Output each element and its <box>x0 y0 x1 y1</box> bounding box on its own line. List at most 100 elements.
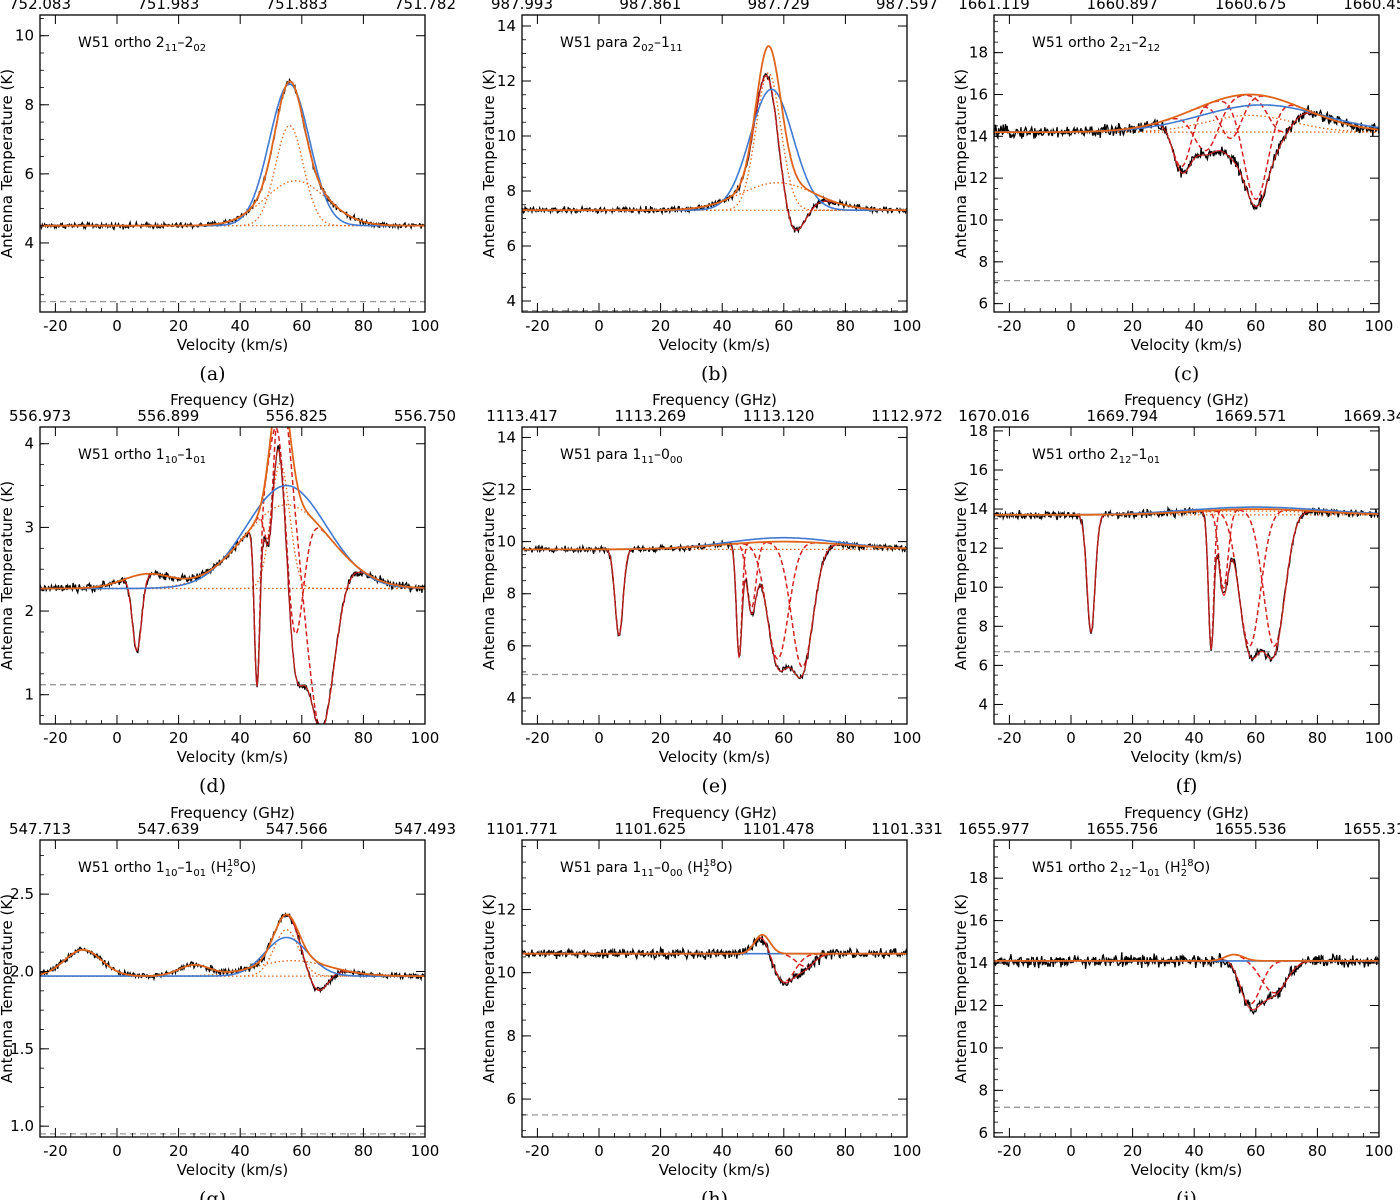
ytick-label: 8 <box>978 253 988 271</box>
ytick-label: 8 <box>24 96 34 114</box>
ytick-label: 14 <box>497 428 516 446</box>
dotted-component-b-0 <box>522 72 907 211</box>
panel-title: W51 ortho 110–101 (H218O) <box>78 858 256 879</box>
ytick-label: 12 <box>969 169 988 187</box>
xtick-label: 40 <box>713 1142 732 1160</box>
top-tick-label: 1101.478 <box>743 820 815 838</box>
xtick-label: 60 <box>1246 729 1265 747</box>
absorption-component-g-0 <box>273 914 361 991</box>
xtick-label: 0 <box>594 1142 604 1160</box>
xtick-label: 40 <box>1185 1142 1204 1160</box>
axes-frame-g <box>39 839 426 1138</box>
absorption-component-i-0 <box>1206 959 1293 1005</box>
absorption-component-d-1 <box>245 459 269 686</box>
axes-frame-f <box>993 426 1380 725</box>
ytick-label: 16 <box>969 912 988 930</box>
ytick-label: 18 <box>969 44 988 62</box>
xtick-label: 20 <box>1123 729 1142 747</box>
xtick-label: 20 <box>651 729 670 747</box>
top-tick-label: 1669.794 <box>1087 407 1159 425</box>
top-tick-label: 1101.331 <box>871 820 943 838</box>
xtick-label: 100 <box>411 729 440 747</box>
ytick-label: 14 <box>969 500 988 518</box>
emission-fit-b <box>522 45 907 212</box>
xtick-label: 100 <box>893 1142 922 1160</box>
xtick-label: 40 <box>231 1142 250 1160</box>
xtick-label: 100 <box>411 317 440 335</box>
top-tick-label: 1101.625 <box>615 820 687 838</box>
top-tick-label: 751.883 <box>266 0 328 13</box>
xtick-label: 100 <box>1365 317 1394 335</box>
panel-subcaption: (d) <box>199 775 226 797</box>
panel-title: W51 ortho 211–202 <box>78 35 206 54</box>
top-tick-label: 1660.675 <box>1215 0 1287 13</box>
blue-fit-b <box>522 88 907 212</box>
dotted-component-a-1 <box>40 180 425 227</box>
ytick-label: 10 <box>969 211 988 229</box>
top-tick-label: 1113.120 <box>743 407 815 425</box>
ytick-label: 10 <box>497 533 516 551</box>
ytick-label: 6 <box>978 295 988 313</box>
panel-title: W51 para 202–111 <box>560 35 683 54</box>
ytick-label: 6 <box>24 165 34 183</box>
xtick-label: 20 <box>169 317 188 335</box>
panel-g: -20 0 20 40 60 80 100 1.0 1.5 2.0 2.5 547.713 547.63… <box>0 804 456 1200</box>
observed-spectrum-b <box>522 73 907 234</box>
xtick-label: 20 <box>169 729 188 747</box>
axes-frame-h <box>521 839 908 1138</box>
xtick-label: -20 <box>43 317 68 335</box>
axes-frame-c <box>993 14 1380 313</box>
ytick-label: 8 <box>506 585 516 603</box>
top-tick-label: 1655.977 <box>958 820 1030 838</box>
total-model-i <box>994 959 1379 1011</box>
emission-fit-c <box>994 93 1379 134</box>
ytick-label: 16 <box>969 461 988 479</box>
top-tick-label: 1670.016 <box>958 407 1030 425</box>
x-axis-label: Velocity (km/s) <box>177 336 288 354</box>
y-axis-label: Antenna Temperature (K) <box>480 481 498 670</box>
ytick-label: 2.0 <box>10 962 34 980</box>
xtick-label: 0 <box>112 317 122 335</box>
xtick-label: 0 <box>112 729 122 747</box>
top-tick-label: 556.899 <box>137 407 199 425</box>
xtick-label: 60 <box>774 317 793 335</box>
ytick-label: 10 <box>969 578 988 596</box>
ytick-label: 8 <box>978 617 988 635</box>
absorption-component-e-2 <box>733 541 770 609</box>
top-tick-label: 1101.771 <box>486 820 558 838</box>
xtick-label: 60 <box>774 729 793 747</box>
absorption-component-f-0 <box>1075 513 1108 633</box>
top-axis-label: Frequency (GHz) <box>170 391 295 409</box>
top-tick-label: 1655.315 <box>1343 820 1400 838</box>
top-tick-label: 1669.571 <box>1215 407 1287 425</box>
ytick-label: 2.5 <box>10 885 34 903</box>
top-tick-label: 751.782 <box>394 0 456 13</box>
xtick-label: 0 <box>594 317 604 335</box>
xtick-label: 80 <box>1308 317 1327 335</box>
xtick-label: -20 <box>43 729 68 747</box>
absorption-component-e-1 <box>728 542 751 657</box>
xtick-label: 20 <box>169 1142 188 1160</box>
ytick-label: 16 <box>969 85 988 103</box>
dotted-component-c-0 <box>994 114 1379 133</box>
absorption-component-d-4 <box>264 427 376 724</box>
ytick-label: 12 <box>497 901 516 919</box>
top-tick-label: 1655.536 <box>1215 820 1287 838</box>
ytick-label: 18 <box>969 869 988 887</box>
emission-fit-a <box>40 80 425 227</box>
absorption-component-e-3 <box>734 542 821 660</box>
plot-area-e <box>522 536 907 680</box>
ytick-label: 1.5 <box>10 1040 34 1058</box>
emission-fit-d <box>40 427 425 590</box>
panel-subcaption: (i) <box>1176 1188 1197 1200</box>
panel-subcaption: (e) <box>701 775 727 797</box>
total-model-d <box>40 449 425 724</box>
x-axis-label: Velocity (km/s) <box>177 1161 288 1179</box>
panel-d: -20 0 20 40 60 80 100 1 2 3 4 556.973 556.899 556.825… <box>0 391 456 797</box>
absorption-component-c-3 <box>1206 100 1305 201</box>
observed-spectrum-i <box>994 952 1379 1016</box>
xtick-label: 0 <box>112 1142 122 1160</box>
observed-spectrum-g <box>40 911 425 994</box>
dotted-component-d-0 <box>40 462 425 590</box>
